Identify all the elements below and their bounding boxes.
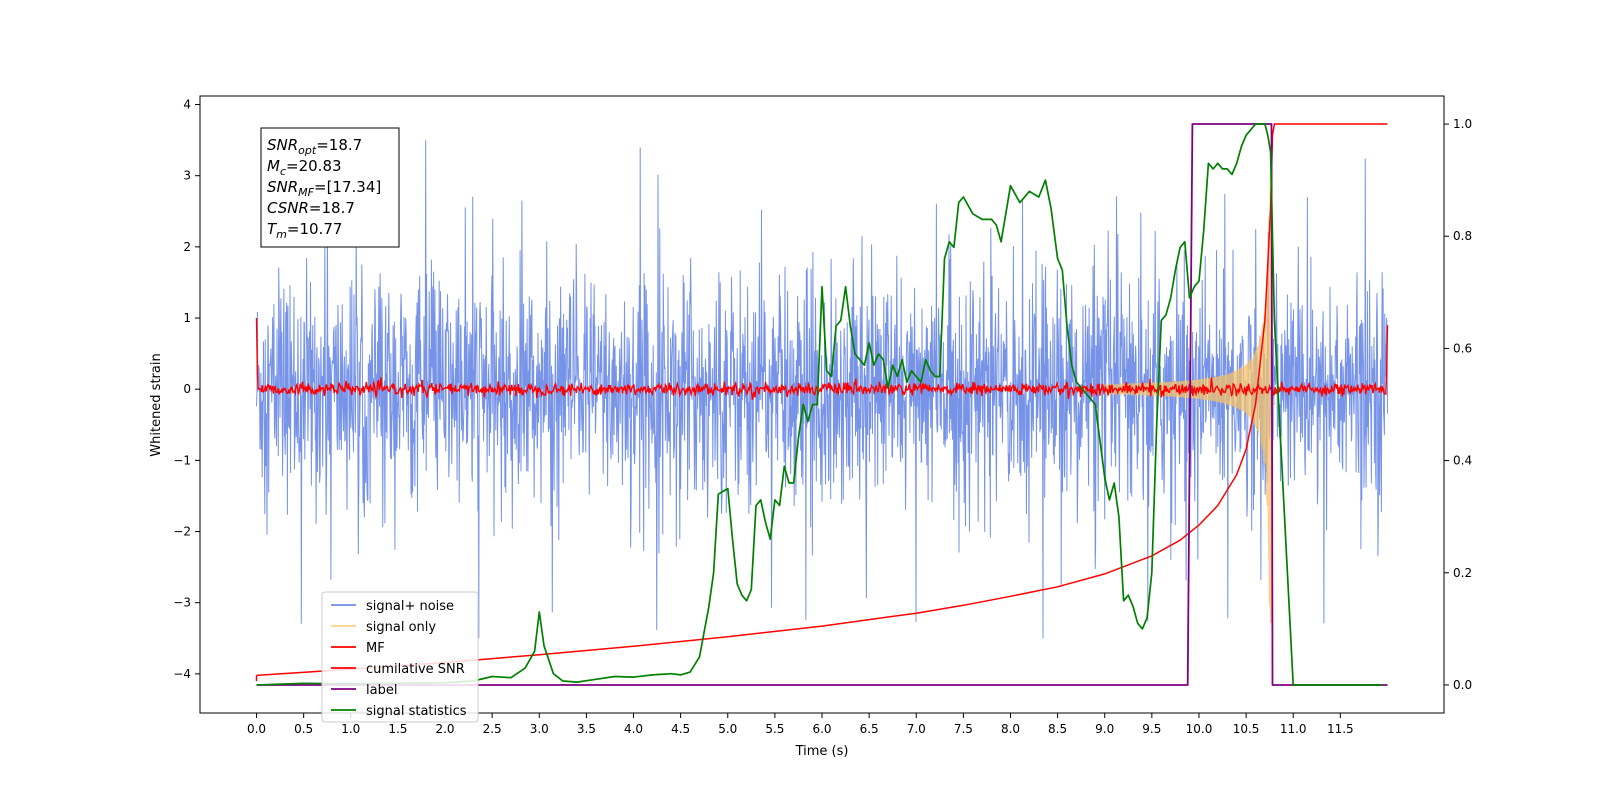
x-tick-label: 9.5: [1142, 722, 1161, 736]
y-left-tick-label: −4: [173, 667, 191, 681]
x-tick-label: 5.0: [718, 722, 737, 736]
y-left-tick-label: 1: [183, 311, 191, 325]
y-left-tick-label: 3: [183, 169, 191, 183]
x-tick-label: 10.5: [1233, 722, 1260, 736]
info-line: Tm=10.77: [267, 220, 342, 241]
legend-entry: label: [366, 683, 397, 698]
y-right-tick-label: 0.8: [1453, 229, 1472, 243]
legend: signal+ noise signal only MF cumilative SNR…: [321, 591, 479, 723]
x-tick-label: 6.5: [860, 722, 879, 736]
y-left-tick-label: 2: [183, 240, 191, 254]
series-label: [256, 123, 1388, 686]
y-axis-label: Whitened strain: [149, 353, 164, 456]
x-tick-label: 10.0: [1186, 722, 1213, 736]
plot-series: [255, 123, 1389, 686]
x-axis-ticks: 0.0 0.5 1.0 1.5 2.0 2.5 3.0 3.5 4.0 4.5 5.0 5.5 6.0 6…: [247, 713, 1354, 736]
x-tick-label: 4.0: [624, 722, 643, 736]
x-tick-label: 4.5: [671, 722, 690, 736]
x-tick-label: 7.5: [954, 722, 973, 736]
x-axis-label: Time (s): [795, 744, 849, 759]
series-cumulative-snr: [256, 123, 1388, 677]
x-tick-label: 11.5: [1327, 722, 1354, 736]
series-signal-plus-noise: [256, 140, 1388, 639]
y-right-tick-label: 0.0: [1453, 678, 1472, 692]
x-tick-label: 0.0: [247, 722, 266, 736]
info-line: SNRMF=[17.34]: [267, 178, 381, 199]
y-left-tick-label: 0: [183, 382, 191, 396]
x-tick-label: 1.0: [341, 722, 360, 736]
info-line: CSNR=18.7: [267, 199, 355, 217]
x-tick-label: 7.0: [907, 722, 926, 736]
legend-frame: [321, 591, 479, 723]
y-left-tick-label: −1: [173, 453, 191, 467]
y-right-tick-label: 0.4: [1453, 454, 1472, 468]
info-box: SNRopt=18.7Mc=20.83SNRMF=[17.34]CSNR=18.…: [260, 127, 400, 248]
x-tick-label: 9.0: [1095, 722, 1114, 736]
x-tick-label: 3.0: [530, 722, 549, 736]
y-right-tick-label: 0.2: [1453, 566, 1472, 580]
info-line: SNRopt=18.7: [267, 136, 362, 157]
y-left-tick-label: −3: [173, 596, 191, 610]
y-axis-left-ticks: 4 3 2 1 0 −1 −2 −3 −4: [173, 98, 200, 681]
y-right-tick-label: 1.0: [1453, 117, 1472, 131]
x-tick-label: 8.5: [1048, 722, 1067, 736]
info-line: Mc=20.83: [267, 157, 342, 178]
x-tick-label: 3.5: [577, 722, 596, 736]
legend-entry: signal+ noise: [366, 599, 454, 614]
y-right-tick-label: 0.6: [1453, 341, 1472, 355]
legend-entry: signal only: [366, 620, 436, 635]
y-left-tick-label: 4: [183, 98, 191, 112]
series-signal-statistics: [256, 123, 1383, 686]
x-tick-label: 2.0: [435, 722, 454, 736]
legend-entry: signal statistics: [366, 704, 467, 719]
legend-entry: MF: [366, 641, 385, 656]
info-box-frame: [260, 127, 400, 248]
x-tick-label: 5.5: [765, 722, 784, 736]
series-mf: [255, 317, 1389, 400]
x-tick-label: 11.0: [1280, 722, 1307, 736]
x-tick-label: 2.5: [483, 722, 502, 736]
y-left-tick-label: −2: [173, 525, 191, 539]
x-tick-label: 6.0: [812, 722, 831, 736]
y-axis-right-ticks: 1.0 0.8 0.6 0.4 0.2 0.0: [1444, 117, 1472, 692]
x-tick-label: 1.5: [388, 722, 407, 736]
x-tick-label: 8.0: [1001, 722, 1020, 736]
x-tick-label: 0.5: [294, 722, 313, 736]
legend-entry: cumilative SNR: [366, 662, 465, 677]
